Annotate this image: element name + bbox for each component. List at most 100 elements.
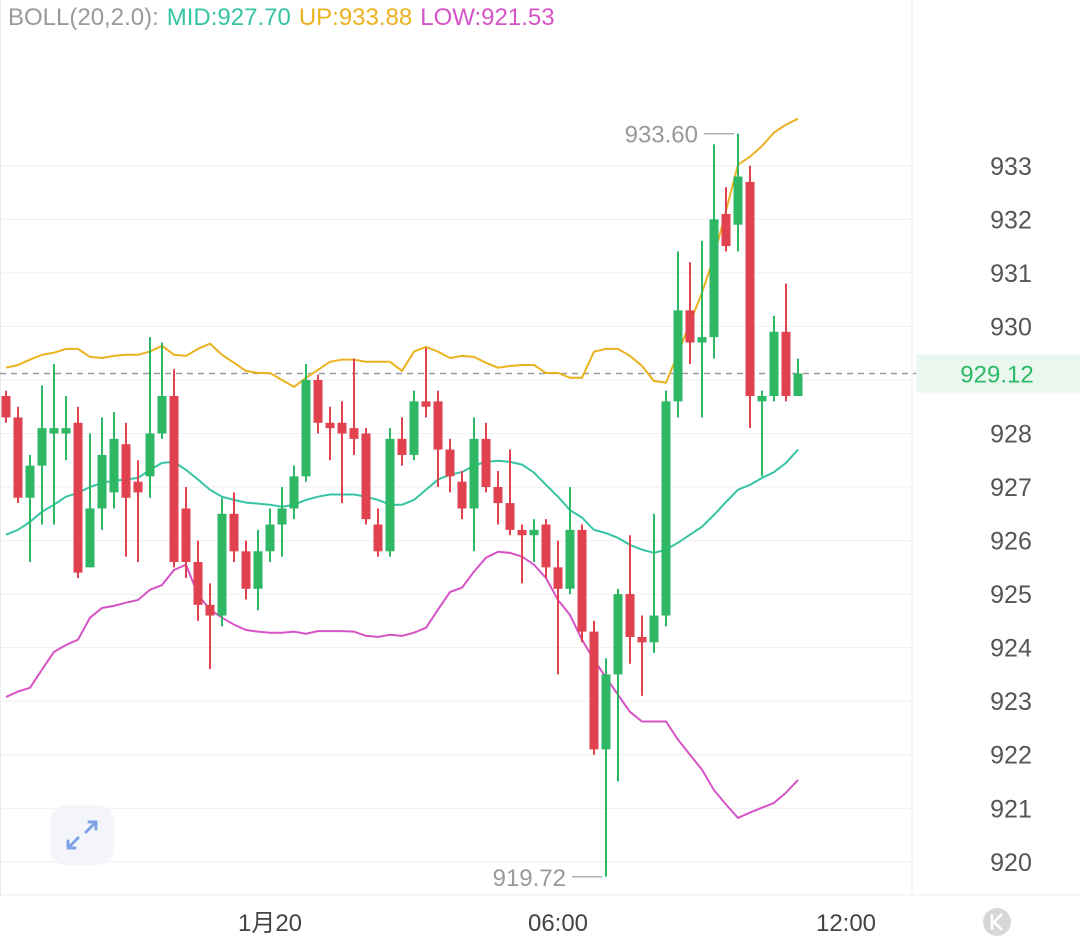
candle-body xyxy=(289,476,299,509)
legend-entry: UP:933.88 xyxy=(298,4,413,31)
candle-body xyxy=(433,401,443,450)
candle-body xyxy=(277,508,287,525)
expand-button[interactable] xyxy=(50,805,114,865)
candle-body xyxy=(565,529,575,589)
x-tick-label: 1月20 xyxy=(238,910,302,937)
candle-body xyxy=(109,438,119,493)
candle-body xyxy=(97,454,107,509)
legend-entry: LOW:921.53 xyxy=(420,4,555,31)
candle-body xyxy=(697,337,707,343)
candle-body xyxy=(205,604,215,616)
candle-body xyxy=(529,529,539,536)
candle-body xyxy=(457,481,467,509)
y-tick-label: 930 xyxy=(990,313,1032,341)
y-tick-label: 927 xyxy=(990,474,1032,502)
candle-body xyxy=(589,631,599,750)
candle-body xyxy=(577,529,587,632)
x-tick-label: 12:00 xyxy=(816,910,876,937)
candle-body xyxy=(505,503,515,530)
candle-body xyxy=(121,444,131,498)
candle-body xyxy=(61,428,71,434)
candle-body xyxy=(37,428,47,466)
candle-body xyxy=(793,373,803,397)
candle-body xyxy=(709,219,719,338)
candle-body xyxy=(721,213,731,247)
candle-body xyxy=(481,438,491,488)
candle-body xyxy=(133,481,143,493)
k-button[interactable] xyxy=(983,908,1011,936)
band-line xyxy=(5,117,799,389)
candle-body xyxy=(649,615,659,643)
y-tick-label: 924 xyxy=(990,635,1032,663)
legend-entry: MID:927.70 xyxy=(166,4,291,31)
candle-body xyxy=(733,176,743,225)
candle-body xyxy=(421,401,431,407)
candle-body xyxy=(373,524,383,552)
candle-body xyxy=(265,524,275,552)
y-tick-label: 931 xyxy=(990,260,1032,288)
candle-body xyxy=(145,433,155,477)
legend: BOLL(20,2.0): MID:927.70 UP:933.88 LOW:921… xyxy=(8,4,555,32)
candle-body xyxy=(337,422,347,434)
k-button-bg[interactable] xyxy=(983,908,1011,936)
y-tick-label: 933 xyxy=(990,153,1032,181)
y-tick-label: 922 xyxy=(990,742,1032,770)
candle-body xyxy=(781,331,791,397)
candle-body xyxy=(25,465,35,498)
candle-body xyxy=(325,422,335,429)
band-line xyxy=(5,550,799,820)
candle-body xyxy=(241,551,251,589)
candle-body xyxy=(637,636,647,643)
candle-body xyxy=(313,379,323,423)
candle-body xyxy=(541,524,551,568)
candle-body xyxy=(661,401,671,616)
y-tick-label: 925 xyxy=(990,581,1032,609)
candle-body xyxy=(745,181,755,397)
candle-body xyxy=(157,396,167,434)
grid xyxy=(0,165,912,863)
candle-body xyxy=(85,508,95,568)
candle-body xyxy=(73,422,83,573)
x-tick-label: 06:00 xyxy=(528,910,588,937)
candle-body xyxy=(553,567,563,589)
candle-body xyxy=(361,433,371,520)
candle-body xyxy=(385,438,395,552)
candle-body xyxy=(253,551,263,589)
candle-body xyxy=(169,396,179,562)
y-tick-label: 923 xyxy=(990,688,1032,716)
candle-body xyxy=(517,529,527,536)
candle-body xyxy=(625,594,635,637)
candle-body xyxy=(409,401,419,455)
candle-body xyxy=(397,438,407,455)
y-tick-label: 932 xyxy=(990,206,1032,234)
candle-body xyxy=(13,417,23,498)
candle-body xyxy=(229,513,239,552)
candle-body xyxy=(685,310,695,343)
candle-body xyxy=(601,674,611,750)
candle-body xyxy=(445,449,455,477)
candle-body xyxy=(301,379,311,477)
candle-body xyxy=(469,438,479,509)
expand-icon[interactable] xyxy=(66,820,98,850)
candle-body xyxy=(613,594,623,675)
k-icon[interactable] xyxy=(990,913,1003,931)
candle-body xyxy=(1,396,11,418)
candle-body xyxy=(217,513,227,616)
candle-body xyxy=(769,331,779,397)
y-tick-label: 926 xyxy=(990,528,1032,556)
candle-body xyxy=(49,428,59,434)
y-tick-label: 921 xyxy=(990,795,1032,823)
candle-body xyxy=(757,396,767,402)
candle-body xyxy=(181,508,191,562)
y-tick-label: 920 xyxy=(990,849,1032,877)
annotation-label: 933.60 xyxy=(625,122,698,149)
annotation-label: 919.72 xyxy=(493,865,566,892)
candle-body xyxy=(193,561,203,605)
legend-title: BOLL(20,2.0): xyxy=(8,4,159,31)
expand-button-bg[interactable] xyxy=(50,805,114,865)
y-tick-label: 928 xyxy=(990,421,1032,449)
candle-body xyxy=(493,487,503,504)
candle-body xyxy=(673,310,683,402)
